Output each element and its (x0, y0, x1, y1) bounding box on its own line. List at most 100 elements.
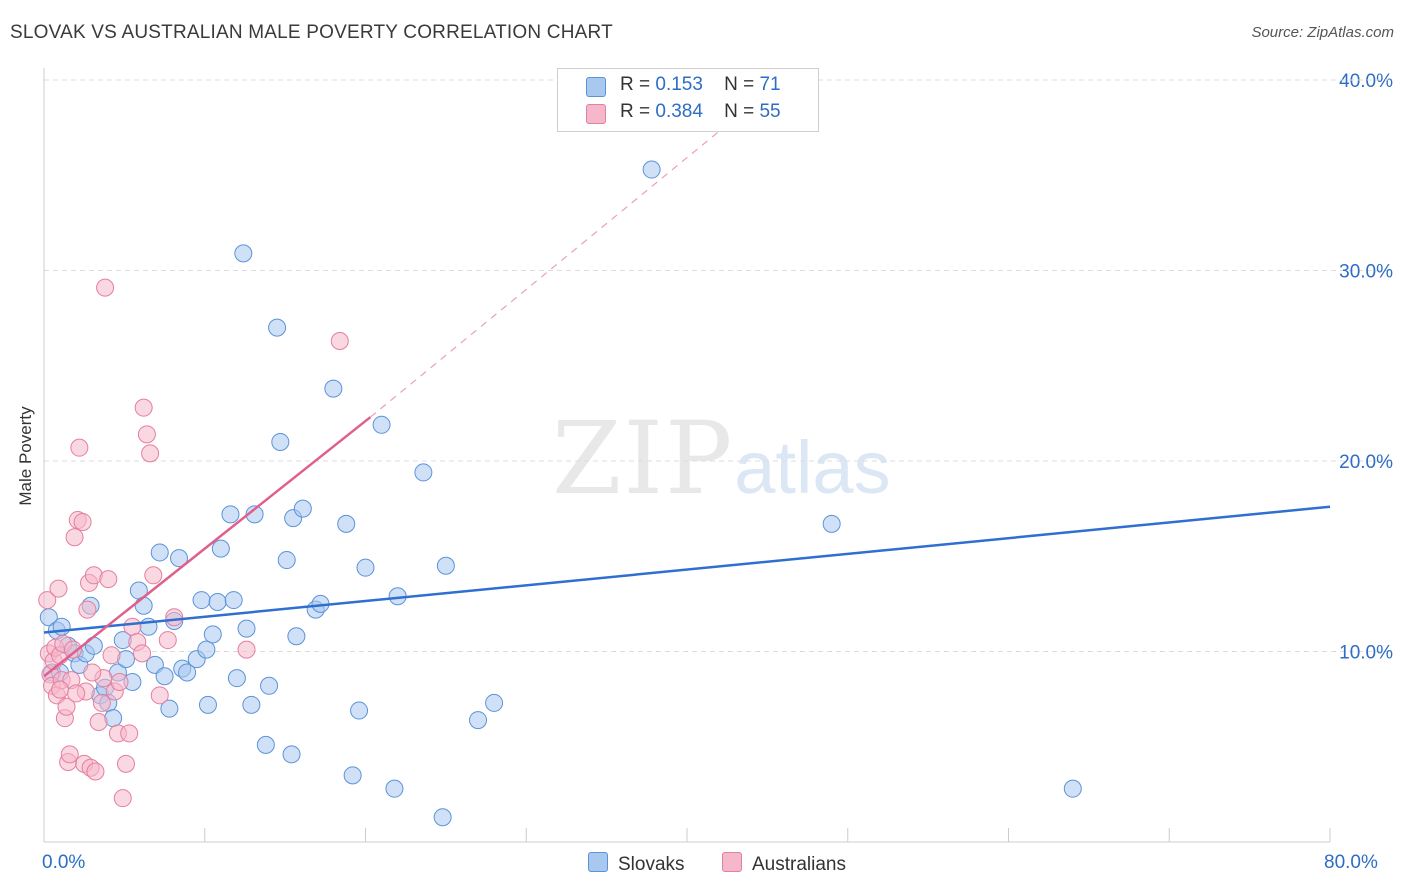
slovak-point (203, 625, 222, 644)
australian-point (38, 591, 57, 610)
slovak-point (192, 591, 211, 610)
slovak-point (293, 499, 312, 518)
slovak-point (170, 549, 189, 568)
legend-text: R = 0.384 N = 55 (620, 101, 781, 123)
australian-point (237, 640, 256, 659)
australian-point (70, 438, 89, 457)
slovak-point (134, 596, 153, 615)
legend-r-value: 0.153 (655, 74, 703, 95)
australian-point (137, 425, 156, 444)
australian-point (158, 631, 177, 650)
bottom-legend-slovaks: Slovaks (588, 852, 685, 876)
slovak-point (52, 617, 71, 636)
australian-point (65, 528, 84, 547)
legend-r-label: R = (620, 101, 651, 122)
bottom-legend-label: Slovaks (618, 854, 685, 875)
legend-swatch-pink (586, 104, 606, 124)
australian-point (144, 566, 163, 585)
australian-point (134, 398, 153, 417)
slovak-point (198, 695, 217, 714)
slovak-point (356, 558, 375, 577)
legend-r-value: 0.384 (655, 101, 703, 122)
legend-n-label: N = (724, 101, 755, 122)
slovak-point (385, 779, 404, 798)
slovak-point (237, 619, 256, 638)
slovak-point (271, 432, 290, 451)
legend-n-label: N = (724, 74, 755, 95)
slovak-point (150, 543, 169, 562)
australian-point (150, 686, 169, 705)
watermark: ZIPatlas (552, 400, 891, 517)
australian-point (86, 762, 105, 781)
australian-point (73, 512, 92, 531)
slovak-point (436, 556, 455, 575)
slovak-point (208, 592, 227, 611)
australian-point (96, 278, 115, 297)
australian-point (120, 724, 139, 743)
australian-point (57, 697, 76, 716)
australian-point (330, 331, 349, 350)
australian-point (92, 693, 111, 712)
x-tick-label-min: 0.0% (42, 852, 86, 873)
australian-point (116, 754, 135, 773)
bottom-legend-swatch-blue (588, 852, 608, 872)
bottom-legend-swatch-pink (722, 852, 742, 872)
australian-point (51, 680, 70, 699)
slovak-point (178, 663, 197, 682)
australian-point (165, 608, 184, 627)
slovak-point (224, 591, 243, 610)
slovak-point (234, 244, 253, 263)
slovak-point (268, 318, 287, 337)
legend-n-value: 55 (759, 101, 781, 122)
legend-swatch-blue (586, 77, 606, 97)
slovak-point (485, 693, 504, 712)
legend-text: R = 0.153 N = 71 (620, 74, 781, 96)
y-tick-label: 20.0% (1339, 452, 1393, 473)
slovak-point (260, 676, 279, 695)
slovak-point (287, 627, 306, 646)
y-tick-label: 40.0% (1339, 71, 1393, 92)
australian-trend-extension (369, 117, 736, 418)
slovak-point (256, 735, 275, 754)
slovak-point (282, 745, 301, 764)
chart-title: SLOVAK VS AUSTRALIAN MALE POVERTY CORREL… (10, 22, 613, 43)
slovak-point (822, 514, 841, 533)
australian-point (67, 684, 86, 703)
slovak-point (372, 415, 391, 434)
watermark-zip: ZIP (552, 400, 735, 517)
australian-point (49, 579, 68, 598)
legend-n-value: 71 (759, 74, 781, 95)
slovak-point (337, 514, 356, 533)
australian-point (78, 600, 97, 619)
australian-point (63, 640, 82, 659)
slovak-point (277, 551, 296, 570)
australian-point (102, 646, 121, 665)
australian-point (99, 570, 118, 589)
y-axis-label: Male Poverty (16, 406, 35, 506)
slovak-trend-line (43, 505, 1331, 634)
australian-point (89, 712, 108, 731)
slovak-point (324, 379, 343, 398)
australian-point (60, 745, 79, 764)
slovak-point (642, 160, 661, 179)
slovak-point (242, 695, 261, 714)
slovak-point (197, 640, 216, 659)
slovak-point (221, 505, 240, 524)
australian-point (123, 617, 142, 636)
source-label: Source: ZipAtlas.com (1251, 24, 1394, 41)
slovak-point (1063, 779, 1082, 798)
australian-point (133, 644, 152, 663)
legend-r-label: R = (620, 74, 651, 95)
x-tick-label-max: 80.0% (1324, 852, 1378, 873)
slovak-point (343, 766, 362, 785)
y-tick-label: 30.0% (1339, 262, 1393, 283)
australian-point (141, 444, 160, 463)
watermark-atlas: atlas (734, 426, 891, 509)
slovak-point (155, 667, 174, 686)
slovak-point (211, 539, 230, 558)
slovak-point (469, 711, 488, 730)
slovak-point (414, 463, 433, 482)
slovak-point (227, 669, 246, 688)
australian-point (83, 663, 102, 682)
slovak-point (433, 808, 452, 827)
